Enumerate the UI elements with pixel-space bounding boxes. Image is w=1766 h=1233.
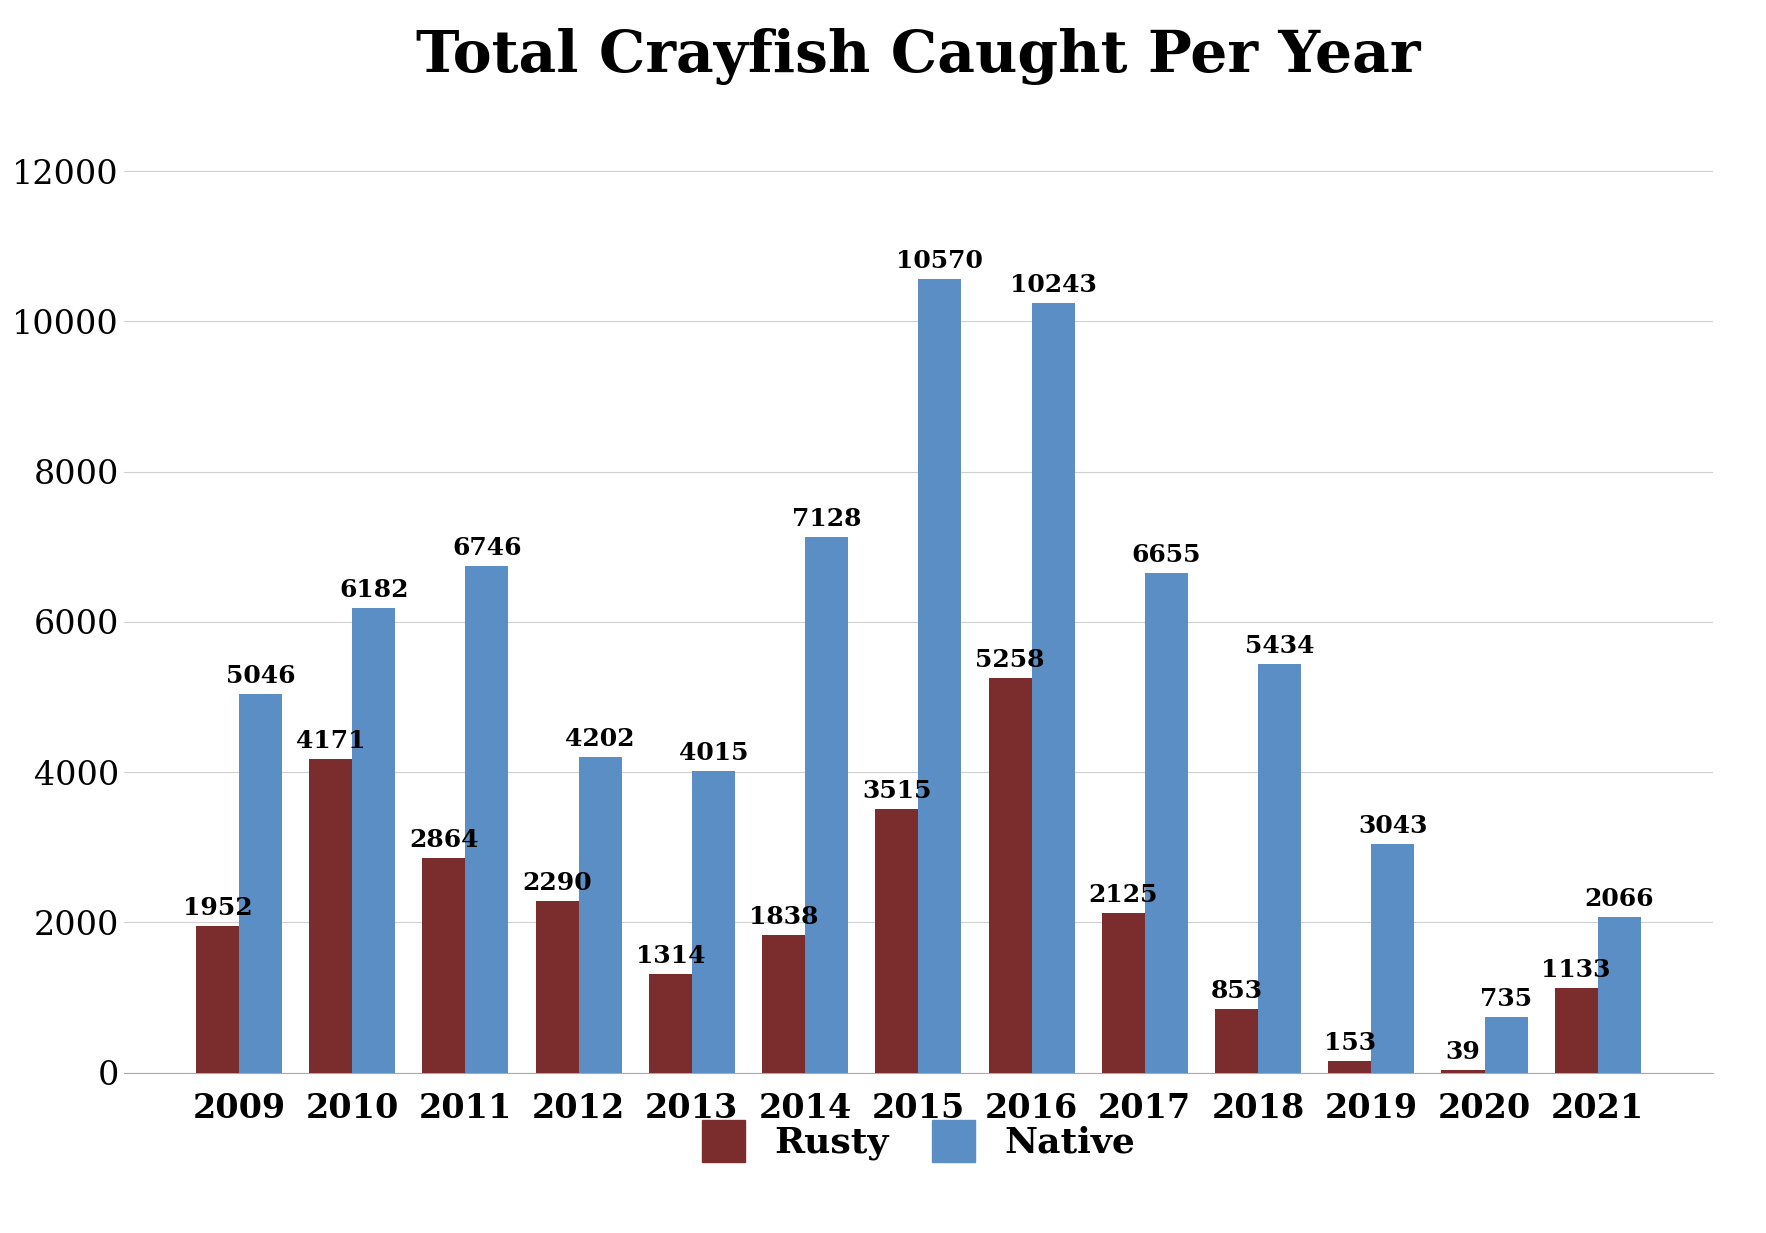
- Text: 1838: 1838: [749, 905, 818, 928]
- Bar: [648, 974, 692, 1073]
- Bar: [1031, 303, 1074, 1073]
- Text: 3515: 3515: [862, 778, 931, 803]
- Bar: [309, 760, 351, 1073]
- Bar: [1554, 988, 1598, 1073]
- Text: 6655: 6655: [1132, 543, 1201, 567]
- Text: 853: 853: [1210, 979, 1263, 1002]
- Legend: Rusty, Native: Rusty, Native: [683, 1102, 1153, 1180]
- Text: 5434: 5434: [1245, 635, 1314, 658]
- Text: 2290: 2290: [523, 870, 592, 895]
- Bar: [1598, 917, 1641, 1073]
- Text: 2066: 2066: [1584, 888, 1655, 911]
- Bar: [876, 809, 918, 1073]
- Text: 39: 39: [1446, 1039, 1480, 1064]
- Text: 5046: 5046: [226, 663, 295, 688]
- Bar: [763, 935, 805, 1073]
- Text: 10243: 10243: [1010, 272, 1097, 297]
- Text: 2125: 2125: [1088, 883, 1158, 907]
- Bar: [1370, 845, 1415, 1073]
- Text: 4015: 4015: [678, 741, 749, 764]
- Bar: [351, 608, 396, 1073]
- Bar: [579, 757, 622, 1073]
- Text: 3043: 3043: [1358, 814, 1427, 838]
- Bar: [692, 771, 735, 1073]
- Bar: [535, 900, 579, 1073]
- Bar: [196, 926, 238, 1073]
- Bar: [805, 538, 848, 1073]
- Bar: [1102, 914, 1144, 1073]
- Text: 7128: 7128: [791, 507, 862, 531]
- Text: 4202: 4202: [565, 727, 634, 751]
- Bar: [989, 678, 1031, 1073]
- Bar: [1144, 572, 1189, 1073]
- Bar: [1441, 1070, 1485, 1073]
- Text: 153: 153: [1324, 1031, 1376, 1055]
- Bar: [238, 694, 283, 1073]
- Text: 1314: 1314: [636, 944, 705, 968]
- Bar: [466, 566, 509, 1073]
- Bar: [918, 279, 961, 1073]
- Text: 1952: 1952: [182, 896, 253, 920]
- Bar: [1485, 1017, 1528, 1073]
- Bar: [1328, 1062, 1370, 1073]
- Title: Total Crayfish Caught Per Year: Total Crayfish Caught Per Year: [417, 28, 1420, 85]
- Text: 735: 735: [1480, 988, 1533, 1011]
- Bar: [1215, 1009, 1257, 1073]
- Text: 6746: 6746: [452, 536, 521, 560]
- Text: 10570: 10570: [897, 249, 984, 272]
- Text: 5258: 5258: [975, 647, 1045, 672]
- Text: 2864: 2864: [410, 827, 479, 852]
- Bar: [422, 857, 466, 1073]
- Bar: [1257, 665, 1302, 1073]
- Text: 6182: 6182: [339, 578, 408, 602]
- Text: 4171: 4171: [297, 729, 366, 753]
- Text: 1133: 1133: [1542, 958, 1611, 981]
